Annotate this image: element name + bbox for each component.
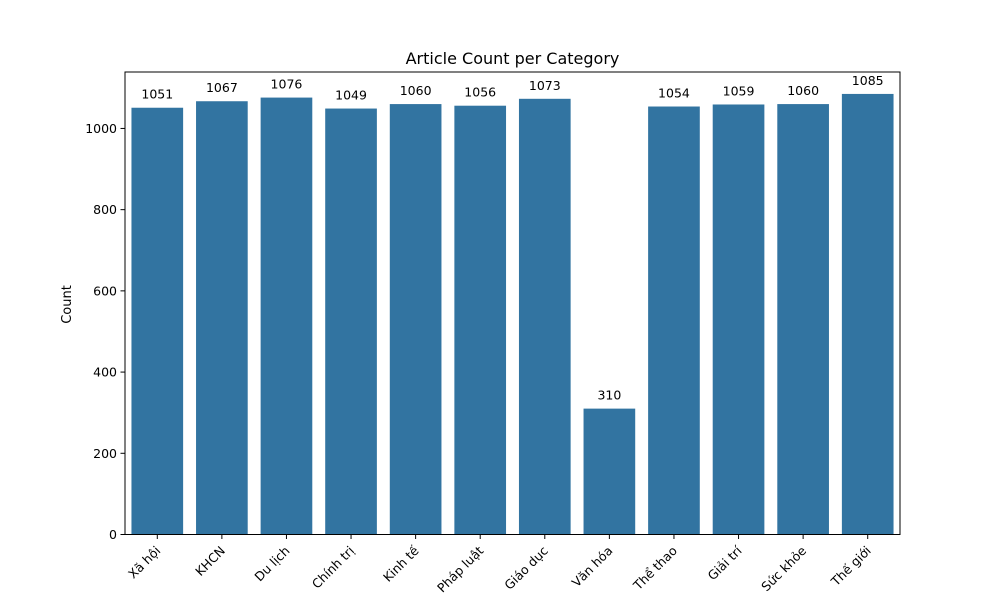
y-tick-label: 800 (93, 202, 117, 217)
y-tick-label: 400 (93, 365, 117, 380)
x-tick-label: Thế giới (827, 543, 873, 589)
bar (518, 98, 571, 535)
y-axis-label: Count (60, 285, 75, 324)
y-tick-label: 0 (109, 527, 117, 542)
x-tick-label: Chính trị (309, 543, 357, 591)
x-tick-label: KHCN (192, 543, 228, 579)
bar (648, 106, 700, 535)
bar-value-label: 1067 (206, 80, 238, 95)
x-axis-ticks: Xã hội KHCN Du lịch Chính trị Kinh tế Pháp lu… (125, 534, 874, 595)
bar-value-label: 1051 (141, 87, 173, 102)
bar-value-label: 1059 (723, 83, 755, 98)
bar-value-label: 1060 (400, 83, 432, 98)
x-tick-label: Du lịch (251, 543, 292, 584)
x-tick-label: Giải trí (705, 543, 746, 584)
y-tick-label: 600 (93, 283, 117, 298)
bar-value-label: 1073 (529, 78, 561, 93)
bar-value-label: 1085 (852, 73, 884, 88)
bar (325, 108, 377, 535)
bar-value-label: 1060 (787, 83, 819, 98)
bar-value-label: 1056 (464, 85, 496, 100)
y-tick-label: 200 (93, 446, 117, 461)
bar (196, 101, 248, 535)
chart-title: Article Count per Category (406, 49, 620, 68)
bar-value-label: 310 (597, 388, 621, 403)
bar-value-label: 1049 (335, 88, 367, 103)
x-tick-label: Sức khỏe (758, 543, 809, 594)
bar (841, 93, 894, 535)
y-tick-label: 1000 (85, 121, 117, 136)
y-axis-ticks: 0 200 400 600 800 1000 (85, 121, 125, 542)
bar (777, 104, 829, 535)
x-tick-label: Thể thao (630, 543, 680, 593)
bars-layer (131, 93, 894, 535)
bar (454, 105, 507, 535)
data-labels-layer: 1051 1067 1076 1049 1060 1056 1073 310 1054 1059 1… (141, 73, 883, 403)
x-tick-label: Giáo dục (501, 543, 551, 593)
bar-value-label: 1076 (271, 77, 303, 92)
bar (389, 104, 442, 535)
bar (712, 104, 765, 535)
plot-frame (124, 71, 901, 535)
bar-value-label: 1054 (658, 86, 690, 101)
x-tick-label: Pháp luật (434, 543, 486, 595)
bar (131, 107, 184, 535)
x-tick-label: Văn hóa (569, 543, 616, 590)
x-tick-label: Kinh tế (380, 543, 422, 585)
bar (260, 97, 313, 535)
bar (583, 408, 636, 535)
x-tick-label: Xã hội (125, 543, 163, 581)
